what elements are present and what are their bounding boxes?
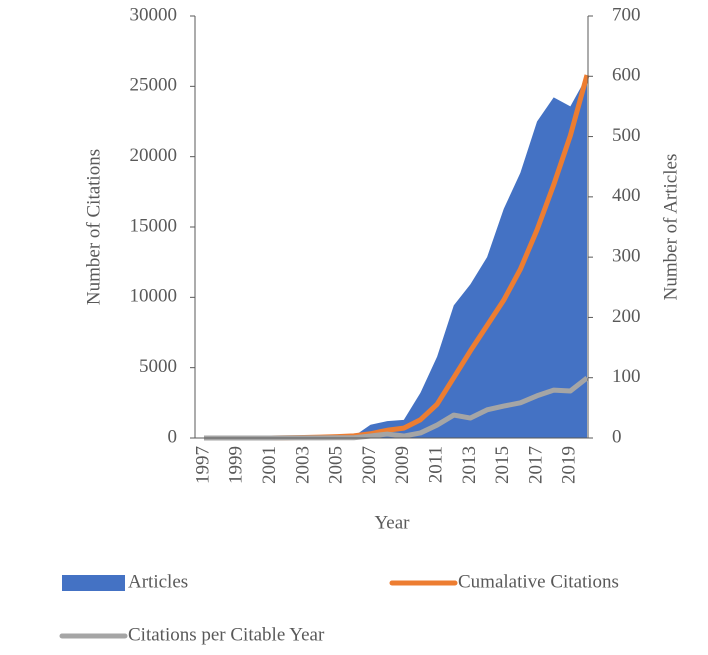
- y-tick-label: 10000: [130, 286, 178, 307]
- x-tick-label: 2015: [492, 446, 513, 484]
- y-tick-label: 15000: [130, 215, 178, 236]
- y-tick-label: 0: [168, 426, 178, 447]
- y-tick-label: 20000: [130, 145, 178, 166]
- y2-tick-label: 400: [612, 185, 641, 206]
- x-tick-label: 2011: [425, 446, 446, 483]
- y-axis-label: Number of Citations: [83, 149, 104, 305]
- x-tick-label: 2019: [559, 446, 580, 484]
- y2-tick-label: 100: [612, 366, 641, 387]
- y2-tick-label: 0: [612, 426, 622, 447]
- x-tick-label: 2009: [392, 446, 413, 484]
- x-tick-label: 2013: [459, 446, 480, 484]
- x-tick-label: 2017: [525, 446, 546, 484]
- y2-tick-label: 500: [612, 125, 641, 146]
- x-tick-label: 2001: [259, 446, 280, 484]
- y2-tick-label: 600: [612, 65, 641, 86]
- legend-label: Citations per Citable Year: [128, 624, 325, 645]
- legend-swatch: [62, 575, 125, 591]
- x-tick-label: 1999: [226, 446, 247, 484]
- legend-label: Cumalative Citations: [458, 571, 619, 592]
- y-tick-label: 25000: [130, 75, 178, 96]
- x-tick-label: 1997: [192, 446, 213, 484]
- x-axis-label: Year: [374, 512, 410, 533]
- y2-tick-label: 200: [612, 306, 641, 327]
- y2-axis-label: Number of Articles: [660, 154, 681, 301]
- y2-tick-label: 300: [612, 246, 641, 267]
- x-tick-label: 2005: [326, 446, 347, 484]
- x-tick-label: 2003: [292, 446, 313, 484]
- y2-tick-label: 700: [612, 4, 641, 25]
- y-tick-label: 30000: [130, 4, 178, 25]
- y-tick-label: 5000: [139, 356, 177, 377]
- area: [204, 76, 587, 439]
- legend-label: Articles: [128, 571, 188, 592]
- x-tick-label: 2007: [359, 446, 380, 484]
